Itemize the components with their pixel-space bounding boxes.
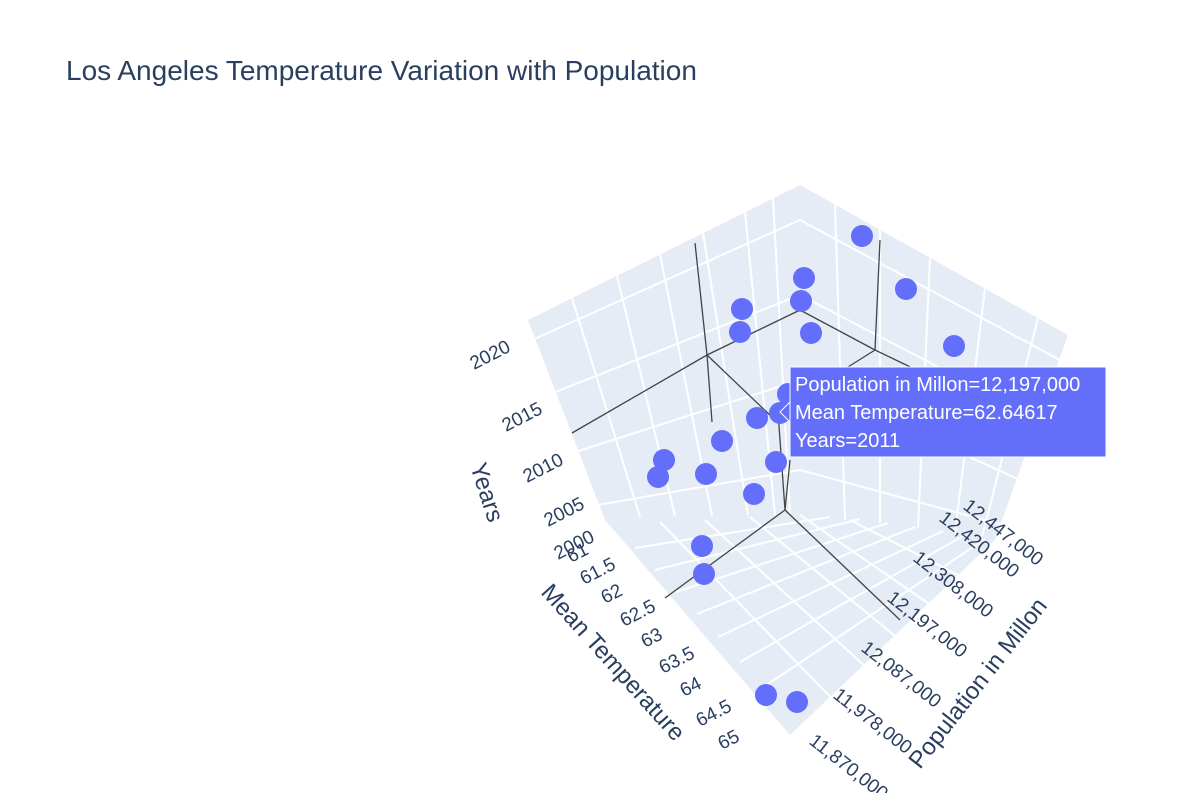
data-point[interactable] [653, 449, 675, 471]
hover-tooltip: Population in Millon=12,197,000 Mean Tem… [779, 366, 1107, 458]
x-tick-1: 11,978,000 [829, 684, 916, 758]
z-axis-title: Years [464, 460, 508, 526]
hover-line-population: Population in Millon=12,197,000 [795, 374, 1080, 396]
data-point[interactable] [695, 463, 717, 485]
z-tick-4: 2020 [467, 337, 514, 375]
data-point[interactable] [691, 535, 713, 557]
data-point[interactable] [755, 684, 777, 706]
data-point[interactable] [851, 225, 873, 247]
hover-line-years: Years=2011 [795, 430, 900, 452]
data-point[interactable] [743, 483, 765, 505]
x-tick-2: 12,087,000 [857, 637, 945, 712]
data-point[interactable] [711, 430, 733, 452]
data-point[interactable] [729, 321, 751, 343]
chart-title: Los Angeles Temperature Variation with P… [66, 55, 697, 86]
hover-line-temperature: Mean Temperature=62.64617 [795, 402, 1058, 424]
z-tick-3: 2015 [499, 399, 546, 437]
z-tick-2: 2010 [520, 450, 567, 488]
data-point[interactable] [800, 322, 822, 344]
y-tick-5: 63.5 [656, 643, 698, 679]
data-point[interactable] [786, 691, 808, 713]
data-point[interactable] [746, 407, 768, 429]
y-tick-6: 64 [677, 673, 706, 702]
z-tick-1: 2005 [541, 494, 588, 532]
data-point[interactable] [790, 290, 812, 312]
data-point[interactable] [793, 267, 815, 289]
data-point[interactable] [943, 335, 965, 357]
hover-box [789, 366, 1107, 458]
data-point[interactable] [731, 298, 753, 320]
data-point[interactable] [647, 466, 669, 488]
y-tick-2: 62 [598, 580, 626, 608]
y-tick-4: 63 [638, 624, 666, 652]
gridlines [531, 197, 1061, 713]
left-pane [528, 185, 800, 520]
data-point[interactable] [895, 278, 917, 300]
data-point[interactable] [765, 451, 787, 473]
y-tick-8: 65 [715, 726, 743, 754]
data-point[interactable] [693, 563, 715, 585]
spike-lines [571, 239, 1001, 621]
y-tick-7: 64.5 [693, 696, 735, 732]
